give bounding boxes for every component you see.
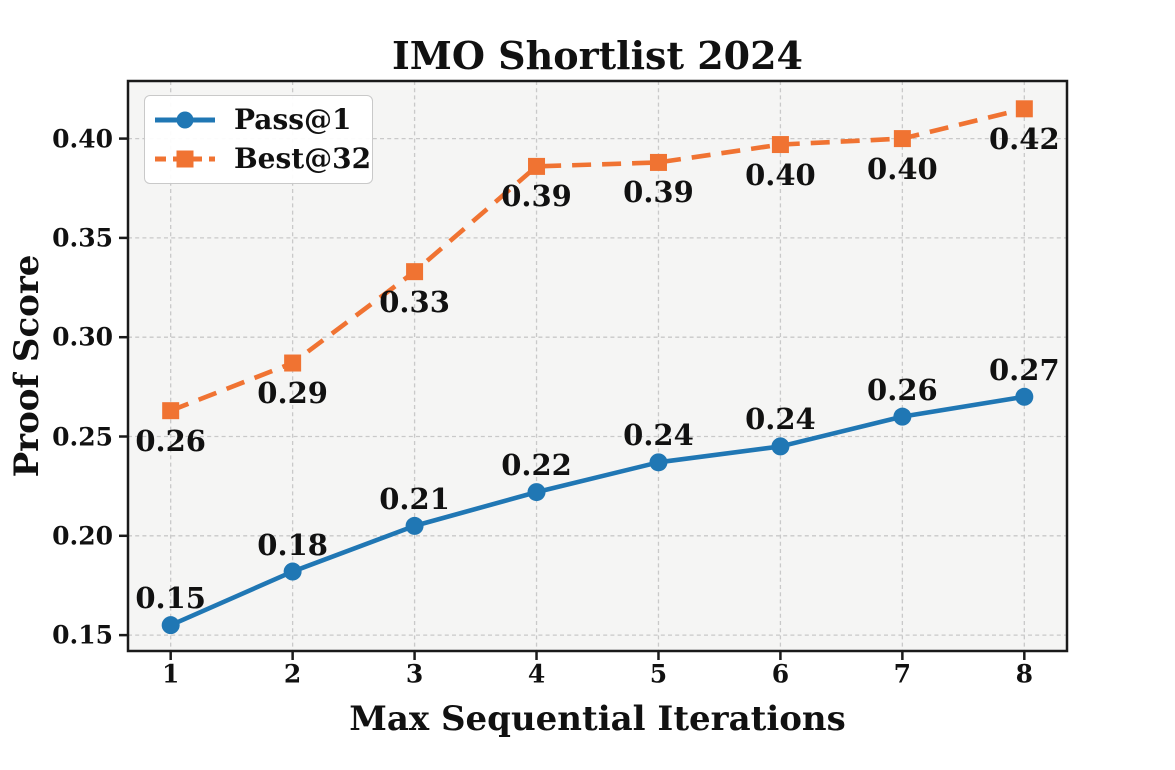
data-point-circle — [649, 453, 668, 472]
data-point-label: 0.42 — [988, 121, 1060, 156]
x-tick-label: 1 — [161, 659, 180, 689]
y-tick-label: 0.30 — [52, 322, 113, 352]
y-tick-label: 0.15 — [52, 620, 113, 650]
data-point-circle — [771, 437, 790, 456]
data-point-label: 0.40 — [745, 157, 816, 192]
legend-marker-circle — [176, 111, 194, 129]
y-tick-label: 0.35 — [52, 223, 113, 253]
legend-label: Pass@1 — [234, 103, 352, 136]
series-line-best-32 — [169, 106, 1025, 413]
data-point-circle — [405, 516, 424, 535]
data-point-label: 0.24 — [745, 402, 816, 437]
plot-spines — [126, 79, 1069, 653]
data-point-label: 0.39 — [501, 179, 572, 214]
data-point-label: 0.15 — [135, 581, 206, 616]
data-point-square — [1015, 100, 1033, 118]
data-point-label: 0.21 — [379, 481, 450, 516]
legend-sample-line-circle-icon — [155, 111, 215, 129]
data-point-label: 0.39 — [623, 175, 694, 210]
data-point-label: 0.18 — [257, 527, 328, 562]
data-point-circle — [283, 562, 302, 581]
legend: Pass@1 Best@32 — [144, 95, 373, 184]
x-tick-label: 5 — [649, 659, 668, 689]
x-tick-label: 3 — [405, 659, 424, 689]
x-tick-label: 4 — [527, 659, 546, 689]
data-point-square — [284, 354, 302, 372]
y-tick-label: 0.25 — [52, 422, 113, 451]
data-point-circle — [893, 407, 912, 426]
x-axis-label: Max Sequential Iterations — [349, 699, 846, 739]
legend-sample-line-square-icon — [155, 150, 215, 168]
data-point-square — [406, 263, 424, 281]
data-point-square — [649, 153, 667, 171]
y-tick-label: 0.40 — [52, 124, 113, 154]
data-point-label: 0.26 — [135, 423, 206, 458]
x-tick-label: 8 — [1015, 659, 1034, 689]
data-point-square — [771, 136, 789, 154]
data-point-label: 0.40 — [867, 151, 938, 186]
y-tick-label: 0.20 — [52, 521, 113, 551]
x-tick-label: 2 — [283, 659, 302, 689]
data-point-circle — [527, 483, 546, 502]
data-point-square — [528, 157, 546, 175]
data-point-label: 0.22 — [501, 448, 572, 483]
data-point-circle — [1015, 387, 1034, 406]
legend-entry-best32: Best@32 — [153, 142, 371, 176]
x-tick-label: 6 — [771, 659, 790, 689]
legend-marker-square — [176, 150, 194, 168]
data-point-label: 0.24 — [623, 418, 694, 453]
x-tick-label: 7 — [893, 659, 912, 689]
data-point-label: 0.29 — [257, 376, 328, 411]
data-point-square — [893, 130, 911, 148]
legend-label: Best@32 — [234, 142, 372, 175]
data-point-label: 0.33 — [379, 284, 450, 319]
data-point-label: 0.27 — [988, 352, 1060, 387]
data-point-label: 0.26 — [867, 372, 938, 407]
legend-entry-pass1: Pass@1 — [153, 103, 362, 137]
chart-title: IMO Shortlist 2024 — [392, 33, 803, 78]
series-line-pass-1 — [169, 394, 1025, 628]
data-point-circle — [161, 616, 180, 635]
data-point-square — [162, 402, 180, 420]
